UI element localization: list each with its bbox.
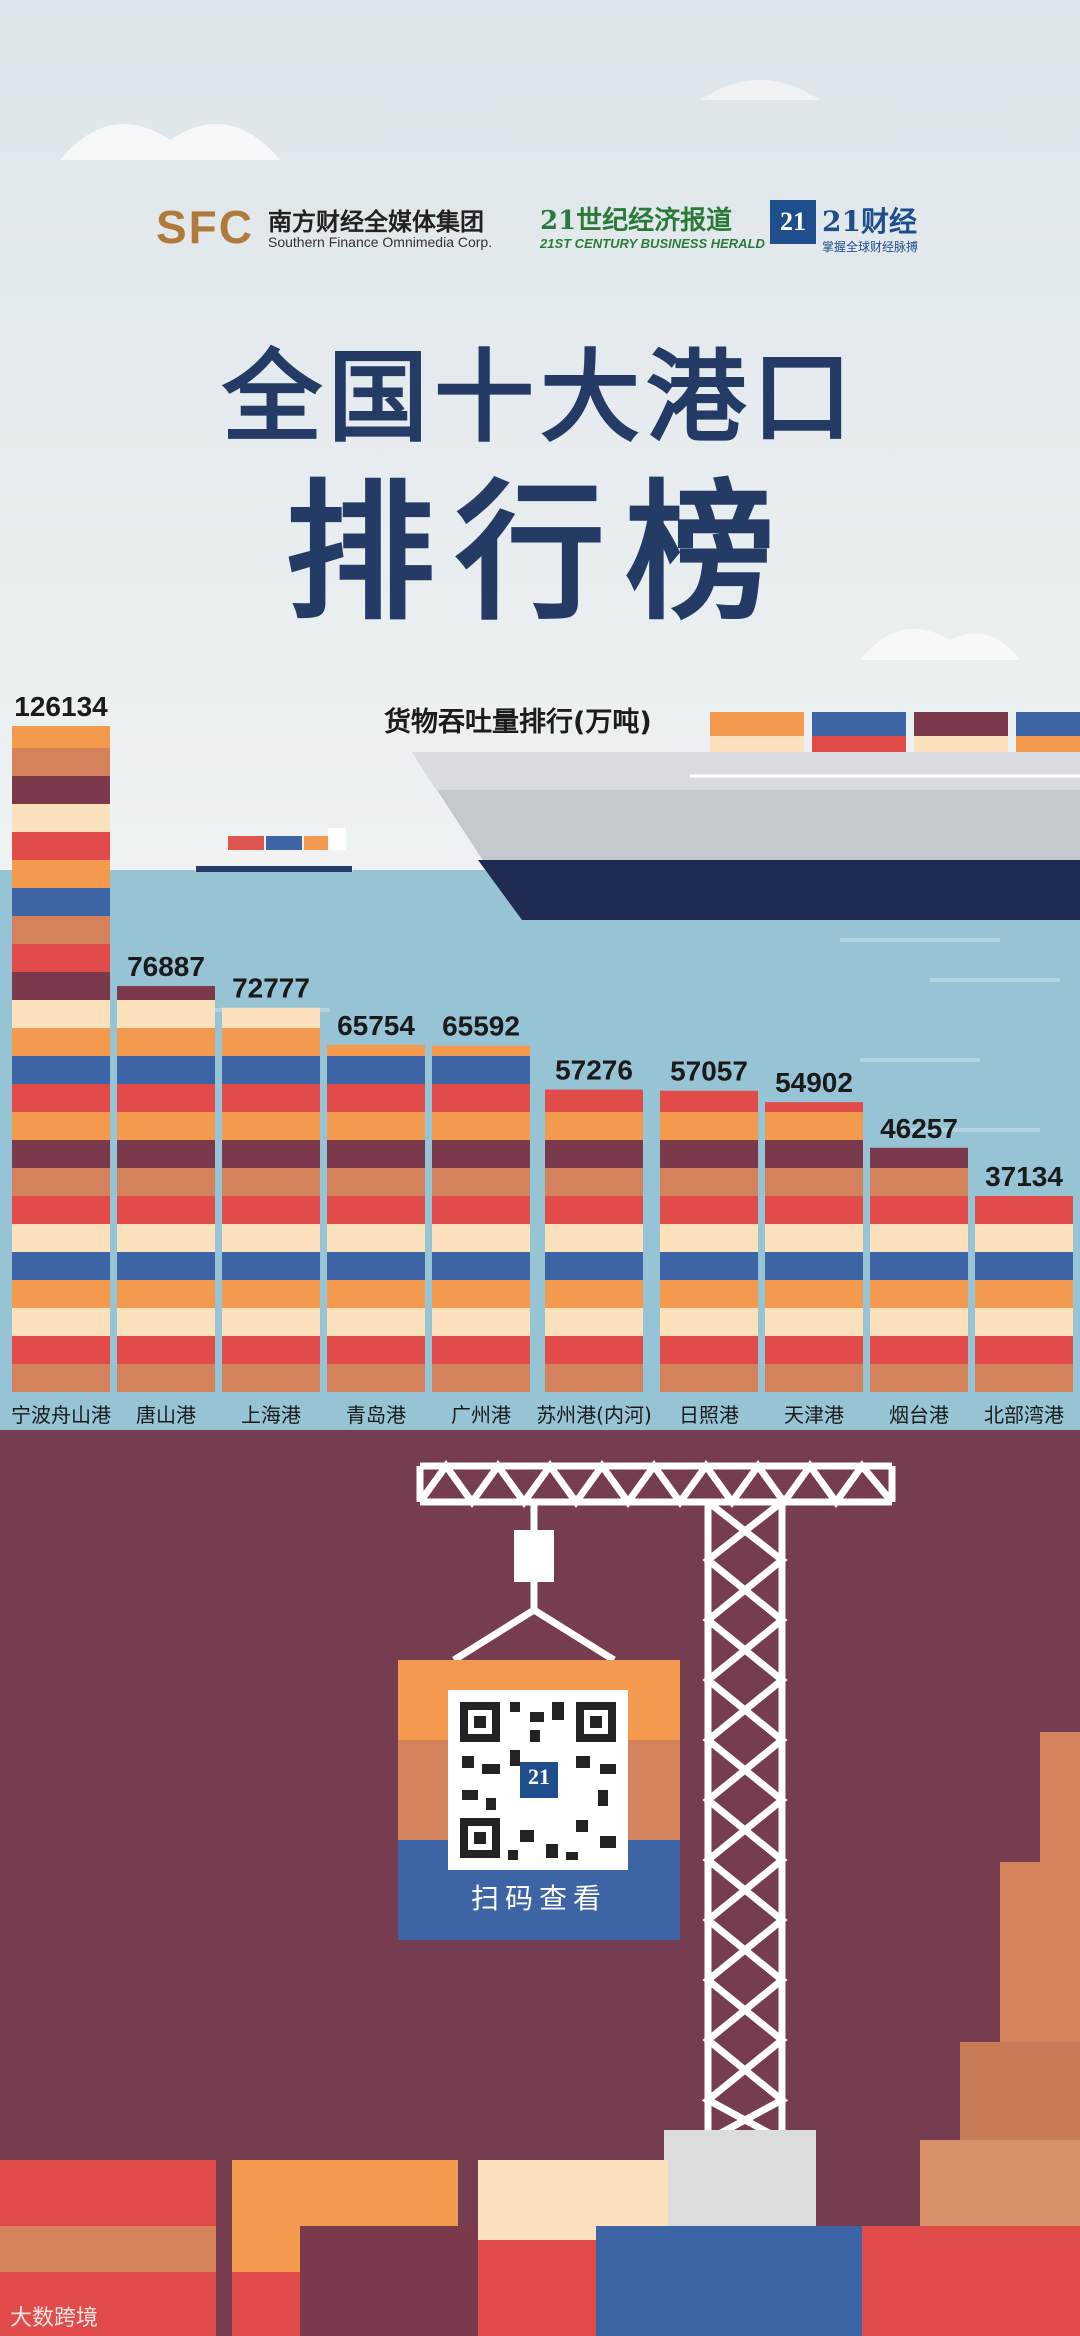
qr-badge-text: 21 (528, 1764, 550, 1789)
category-label: 上海港 (241, 1403, 301, 1427)
c21-slogan: 掌握全球财经脉搏 (822, 240, 919, 254)
data-label: 37134 (985, 1161, 1063, 1192)
bar (545, 1089, 643, 1392)
page-title-line2: 排行榜 (284, 465, 795, 641)
small-ship-illustration (184, 828, 360, 872)
scan-qr-label: 扫码查看 (470, 1882, 607, 1915)
data-label: 76887 (127, 951, 205, 982)
bar (12, 726, 110, 1392)
clouds (60, 80, 1020, 660)
data-label: 126134 (14, 691, 108, 722)
cbh-name-en: 21ST CENTURY BUSINESS HERALD (540, 236, 765, 251)
data-label: 46257 (880, 1113, 958, 1144)
category-label: 苏州港(内河) (536, 1403, 652, 1427)
big-ship-illustration (412, 712, 1080, 920)
bottom-containers (0, 2160, 1080, 2336)
category-label: 青岛港 (346, 1403, 406, 1427)
sfc-logo: SFC (156, 201, 254, 253)
qr-center-badge (520, 1762, 558, 1798)
category-label: 唐山港 (136, 1403, 196, 1427)
category-label: 天津港 (784, 1403, 844, 1427)
data-label: 57057 (670, 1056, 748, 1087)
data-label: 54902 (775, 1067, 853, 1098)
category-label: 宁波舟山港 (11, 1403, 111, 1427)
bar (432, 1045, 530, 1392)
category-label: 日照港 (679, 1403, 739, 1427)
crane-illustration (416, 1460, 896, 2144)
bar-chart: 126134 宁波舟山港 76887 唐山港 72777 上海港 65754 青岛港 65592… (11, 691, 1073, 1427)
c21-name-cn: 21财经 (822, 205, 917, 238)
category-label: 北部湾港 (984, 1403, 1064, 1427)
chart-subtitle: 货物吞吐量排行(万吨) (384, 707, 652, 738)
qr-code-image (460, 1702, 616, 1860)
logo-bar: SFC 南方财经全媒体集团 Southern Finance Omnimedia… (150, 196, 930, 266)
sfc-name-cn: 南方财经全媒体集团 (268, 208, 484, 236)
bar (660, 1090, 758, 1392)
bar (222, 1007, 320, 1392)
c21-logo-badge: 21 (770, 200, 816, 244)
data-label: 65754 (337, 1010, 415, 1041)
bar (765, 1102, 863, 1392)
crane-trolley (514, 1530, 554, 1582)
bar (327, 1044, 425, 1392)
bar (870, 1147, 968, 1392)
data-label: 65592 (442, 1011, 520, 1042)
cbh-name-cn: 21世纪经济报道 (540, 206, 733, 236)
data-label: 57276 (555, 1055, 633, 1086)
bar (117, 986, 215, 1392)
data-label: 72777 (232, 973, 310, 1004)
watermark-text: 大数跨境 (10, 2306, 99, 2331)
bar (975, 1196, 1073, 1392)
sfc-name-en: Southern Finance Omnimedia Corp. (268, 234, 493, 250)
page-title-line1: 全国十大港口 (222, 338, 858, 456)
category-label: 烟台港 (889, 1403, 949, 1427)
category-label: 广州港 (451, 1403, 511, 1427)
